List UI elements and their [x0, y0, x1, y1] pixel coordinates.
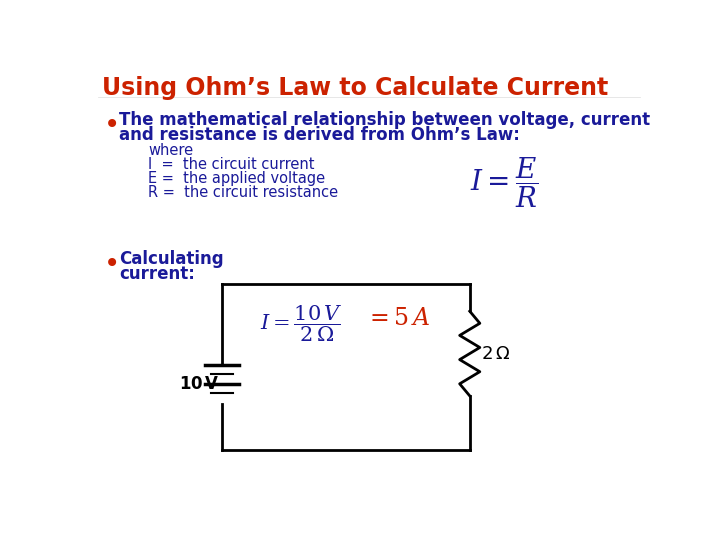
- Text: $2\,\Omega$: $2\,\Omega$: [481, 345, 510, 362]
- Text: •: •: [104, 111, 120, 139]
- Text: Calculating: Calculating: [120, 249, 224, 268]
- Text: $\mathit{I} = \dfrac{10\,V}{2\,\Omega}$: $\mathit{I} = \dfrac{10\,V}{2\,\Omega}$: [261, 303, 343, 344]
- Text: where: where: [148, 143, 193, 158]
- Text: $\mathbf{10\,V}$: $\mathbf{10\,V}$: [179, 375, 220, 393]
- Text: •: •: [104, 249, 120, 278]
- Text: current:: current:: [120, 265, 195, 283]
- Text: R =  the circuit resistance: R = the circuit resistance: [148, 185, 338, 200]
- Text: and resistance is derived from Ohm’s Law:: and resistance is derived from Ohm’s Law…: [120, 126, 521, 144]
- Text: $\mathit{I} = \dfrac{E}{R}$: $\mathit{I} = \dfrac{E}{R}$: [469, 156, 538, 211]
- Text: The mathematical relationship between voltage, current: The mathematical relationship between vo…: [120, 111, 651, 129]
- Text: Using Ohm’s Law to Calculate Current: Using Ohm’s Law to Calculate Current: [102, 76, 608, 100]
- Text: I  =  the circuit current: I = the circuit current: [148, 157, 315, 172]
- Text: E =  the applied voltage: E = the applied voltage: [148, 171, 325, 186]
- Text: $= 5\,A$: $= 5\,A$: [365, 306, 431, 330]
